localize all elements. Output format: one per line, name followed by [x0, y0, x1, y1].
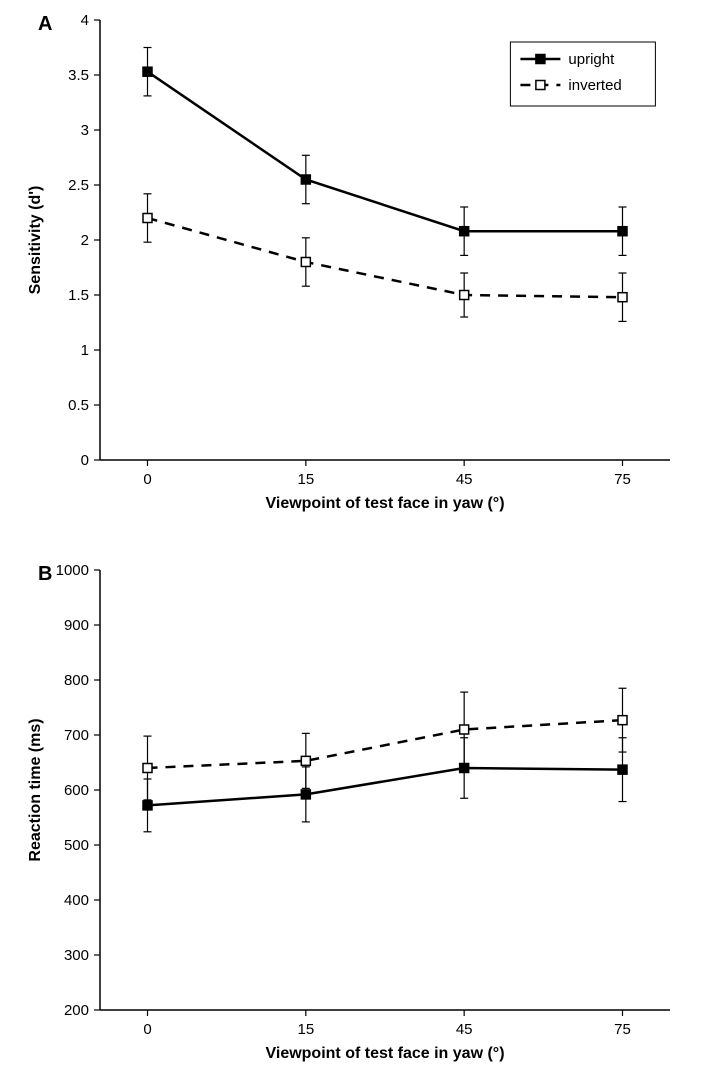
marker-inverted — [301, 258, 310, 267]
legend-marker — [536, 81, 545, 90]
marker-inverted — [143, 214, 152, 223]
y-tick-label: 2 — [81, 232, 89, 249]
marker-upright — [143, 67, 152, 76]
y-tick-label: 1000 — [56, 562, 89, 579]
panel-label: B — [38, 563, 52, 585]
x-axis-label: Viewpoint of test face in yaw (°) — [265, 495, 504, 512]
x-tick-label: 75 — [614, 471, 631, 488]
marker-inverted — [618, 293, 627, 302]
x-tick-label: 45 — [456, 471, 473, 488]
marker-inverted — [301, 756, 310, 765]
x-tick-label: 15 — [297, 471, 314, 488]
y-tick-label: 3.5 — [68, 67, 89, 84]
figure-container: A 0 0.5 1 1.5 2 2.5 3 3.5 4 0 15 45 75 Viewpoint of te… — [0, 0, 708, 1075]
marker-upright — [301, 175, 310, 184]
series-line-inverted — [148, 720, 623, 768]
y-tick-label: 3 — [81, 122, 89, 139]
y-tick-label: 1.5 — [68, 287, 89, 304]
y-tick-label: 2.5 — [68, 177, 89, 194]
x-tick-label: 0 — [143, 471, 151, 488]
y-tick-label: 0 — [81, 452, 89, 469]
x-axis-label: Viewpoint of test face in yaw (°) — [265, 1045, 504, 1062]
panel-B: B 200 300 400 500 600 700 800 900 1000 0 15 45 75 View… — [27, 562, 670, 1062]
marker-upright — [618, 765, 627, 774]
y-tick-label: 200 — [64, 1002, 89, 1019]
panel-label: A — [38, 13, 52, 35]
marker-upright — [143, 801, 152, 810]
series-line-inverted — [148, 218, 623, 297]
series-line-upright — [148, 768, 623, 805]
marker-inverted — [143, 764, 152, 773]
marker-inverted — [460, 725, 469, 734]
y-axis-label: Reaction time (ms) — [27, 718, 44, 861]
y-tick-label: 700 — [64, 727, 89, 744]
x-tick-label: 15 — [297, 1021, 314, 1038]
y-axis-label: Sensitivity (d') — [27, 186, 44, 295]
marker-upright — [460, 227, 469, 236]
y-tick-label: 400 — [64, 892, 89, 909]
legend-marker — [536, 55, 545, 64]
panel-A: A 0 0.5 1 1.5 2 2.5 3 3.5 4 0 15 45 75 Viewpoint of te… — [27, 12, 670, 512]
marker-upright — [618, 227, 627, 236]
y-tick-label: 900 — [64, 617, 89, 634]
marker-upright — [301, 790, 310, 799]
y-tick-label: 1 — [81, 342, 89, 359]
y-tick-label: 0.5 — [68, 397, 89, 414]
marker-inverted — [460, 291, 469, 300]
legend-label: inverted — [568, 77, 621, 94]
legend-label: upright — [568, 51, 615, 68]
x-tick-label: 45 — [456, 1021, 473, 1038]
marker-inverted — [618, 716, 627, 725]
y-tick-label: 600 — [64, 782, 89, 799]
figure-svg: A 0 0.5 1 1.5 2 2.5 3 3.5 4 0 15 45 75 Viewpoint of te… — [0, 0, 708, 1075]
y-tick-label: 300 — [64, 947, 89, 964]
y-tick-label: 500 — [64, 837, 89, 854]
x-tick-label: 0 — [143, 1021, 151, 1038]
x-tick-label: 75 — [614, 1021, 631, 1038]
y-tick-label: 4 — [81, 12, 89, 29]
y-tick-label: 800 — [64, 672, 89, 689]
